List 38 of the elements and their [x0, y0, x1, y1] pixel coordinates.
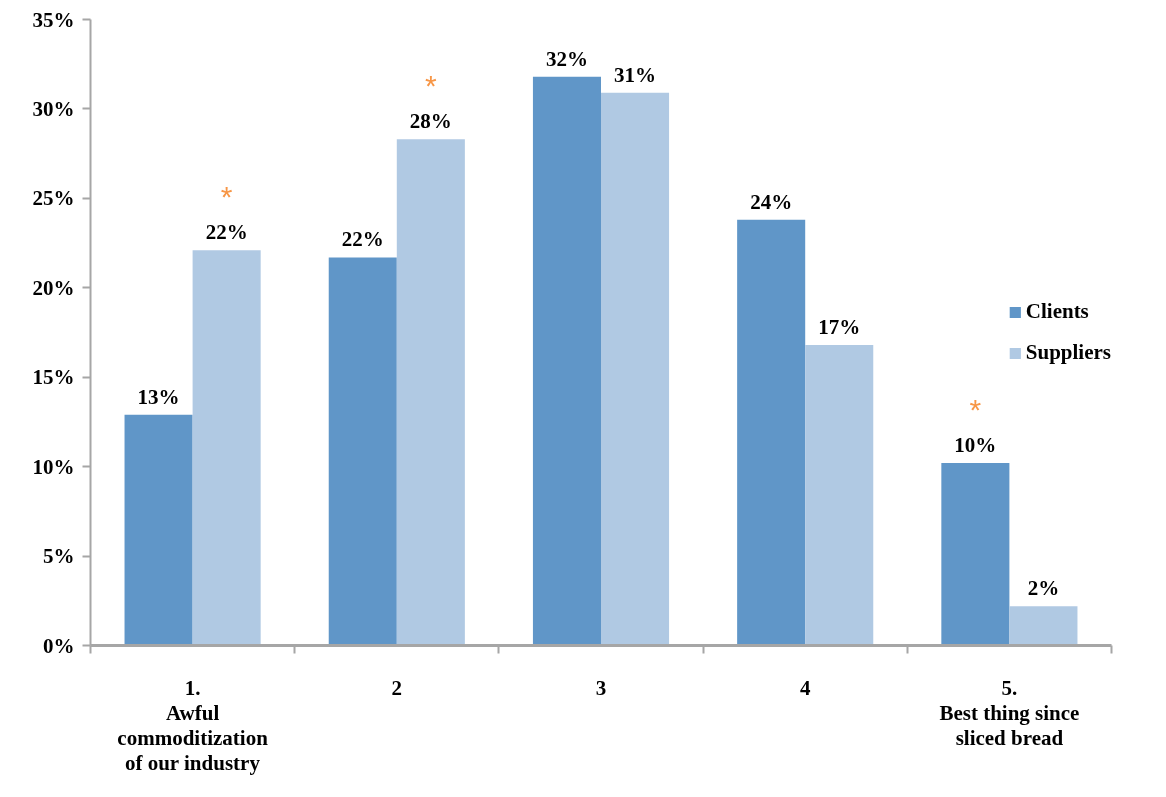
bar — [805, 345, 874, 646]
y-tick-label: 0% — [43, 633, 75, 658]
annotation: * — [425, 68, 437, 102]
legend-label: Suppliers — [1025, 340, 1111, 365]
legend-label: Clients — [1025, 299, 1089, 324]
data-label: 13% — [137, 384, 180, 409]
data-label: 32% — [545, 46, 588, 71]
y-tick-label: 5% — [43, 544, 75, 569]
data-label: 17% — [818, 315, 861, 340]
bar — [737, 219, 806, 646]
data-label: 24% — [750, 189, 793, 214]
data-label: 2% — [1027, 576, 1060, 601]
data-label: 10% — [954, 433, 997, 458]
bar — [192, 250, 261, 646]
x-tick-label: 3 — [595, 675, 607, 700]
x-tick-label: 4 — [799, 675, 811, 700]
bar — [601, 92, 670, 646]
y-tick-label: 30% — [32, 96, 75, 121]
bar — [396, 139, 465, 646]
annotation: * — [220, 179, 233, 213]
bar — [1009, 606, 1078, 646]
data-label: 28% — [409, 109, 452, 134]
data-label: 22% — [341, 227, 384, 252]
y-tick-label: 15% — [32, 365, 75, 390]
bar — [941, 463, 1010, 646]
x-tick-label: 2 — [391, 675, 403, 700]
y-tick-label: 35% — [32, 7, 75, 32]
data-label: 22% — [205, 220, 248, 245]
data-label: 31% — [614, 62, 657, 87]
y-tick-label: 25% — [32, 186, 75, 211]
x-tick-label: 5. Best thing since sliced bread — [939, 675, 1080, 750]
bar — [328, 257, 397, 646]
y-tick-label: 20% — [32, 275, 75, 300]
x-tick-label: 1. Awful commoditization of our industry — [117, 675, 269, 776]
bar — [124, 414, 193, 646]
y-tick-label: 10% — [32, 454, 75, 479]
annotation: * — [969, 392, 982, 426]
bar — [532, 76, 601, 646]
